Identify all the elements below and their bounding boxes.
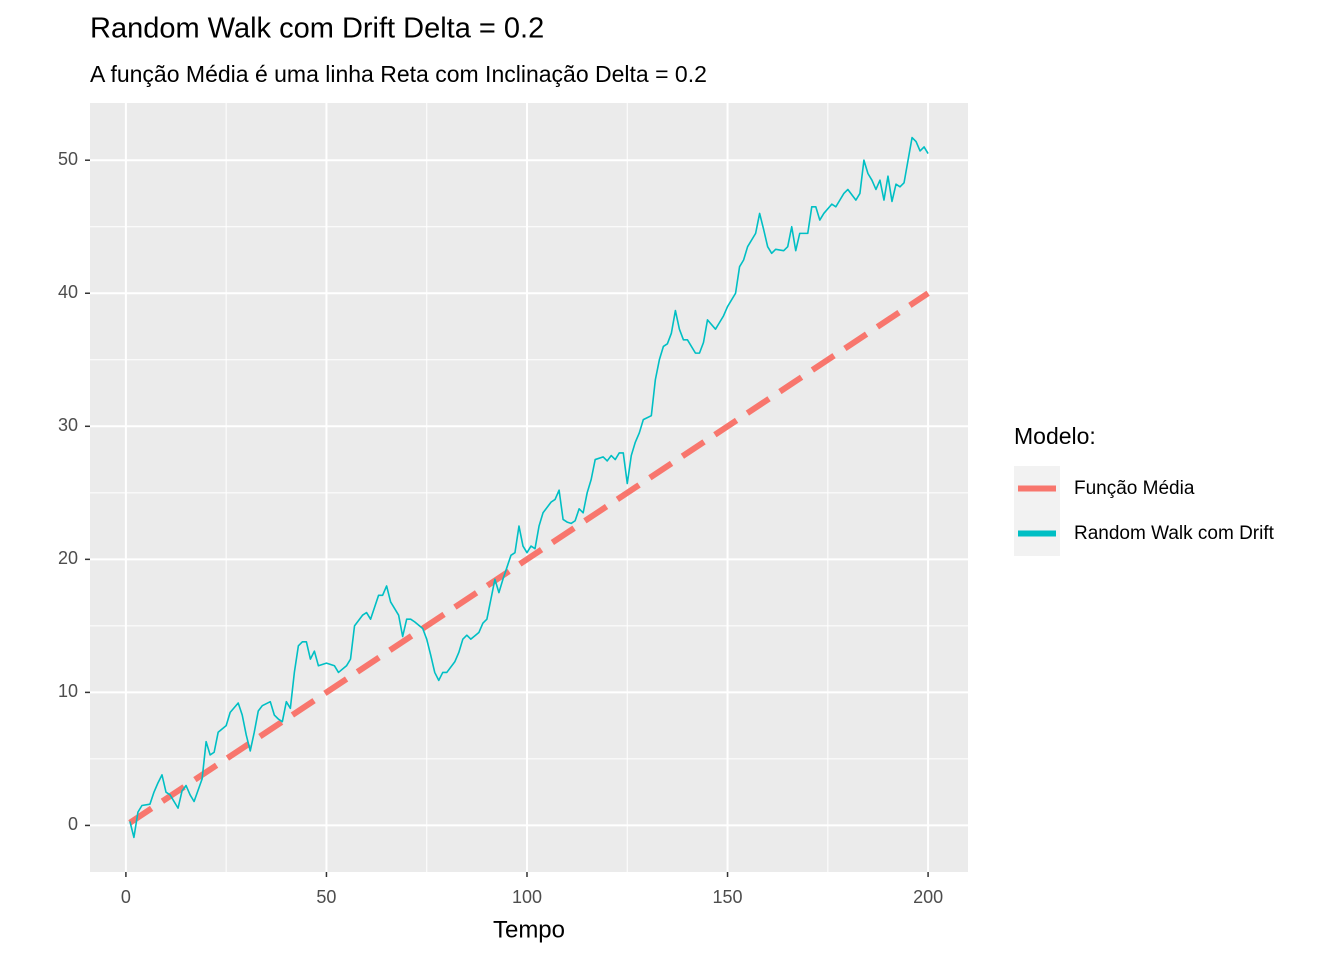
y-tick-label: 40 — [58, 282, 78, 302]
x-axis-label: Tempo — [493, 916, 565, 943]
series-line — [129, 136, 929, 839]
x-tick-label: 150 — [713, 887, 743, 907]
x-tick-label: 200 — [913, 887, 943, 907]
legend-label: Random Walk com Drift — [1074, 523, 1275, 544]
chart-subtitle: A função Média é uma linha Reta com Incl… — [90, 61, 707, 87]
series-line — [128, 290, 930, 826]
chart-title: Random Walk com Drift Delta = 0.2 — [90, 13, 544, 45]
y-tick-label: 30 — [58, 415, 78, 435]
x-tick-label: 50 — [316, 887, 336, 907]
plot-panel — [90, 103, 968, 872]
y-tick-label: 50 — [58, 149, 78, 169]
x-tick-label: 0 — [121, 887, 131, 907]
y-tick-label: 20 — [58, 548, 78, 568]
legend-title: Modelo: — [1014, 423, 1096, 449]
y-tick-label: 0 — [68, 814, 78, 834]
legend-label: Função Média — [1074, 478, 1195, 499]
x-tick-label: 100 — [512, 887, 542, 907]
y-tick-label: 10 — [58, 681, 78, 701]
